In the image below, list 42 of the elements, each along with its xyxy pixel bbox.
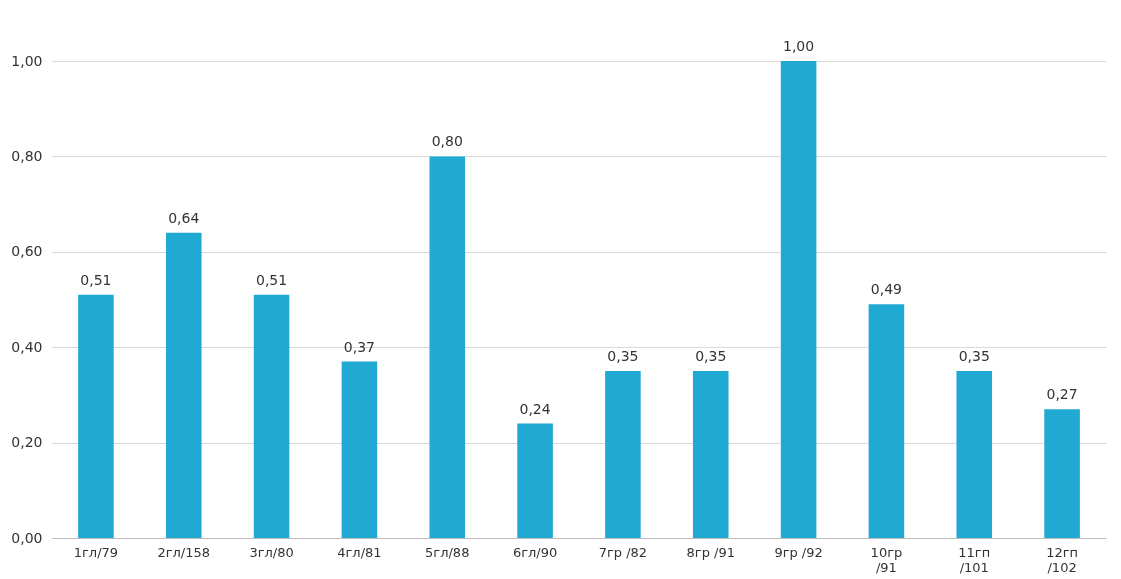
data-label: 0,80	[431, 133, 463, 150]
bar	[780, 61, 817, 538]
x-tick-label: 9гр /92	[774, 544, 823, 560]
y-tick-label: 1,00	[11, 52, 43, 69]
data-label: 0,51	[80, 271, 112, 288]
x-tick-label: 8гр /91	[686, 544, 735, 560]
data-label: 0,49	[870, 281, 902, 298]
bar	[868, 304, 905, 538]
x-tick-label: 1гл/79	[73, 544, 119, 560]
bar	[692, 371, 729, 538]
bar	[253, 294, 290, 538]
data-label: 0,51	[256, 271, 288, 288]
x-tick-label: 12гп /102	[1046, 544, 1079, 575]
y-tick-label: 0,40	[11, 338, 43, 355]
y-tick-label: 0,80	[11, 147, 43, 164]
x-tick-label: 10гр /91	[870, 544, 903, 575]
y-tick-label: 0,20	[11, 434, 43, 451]
bar	[78, 294, 114, 538]
data-label: 0,35	[607, 348, 639, 365]
data-label: 0,24	[519, 400, 551, 417]
data-label: 0,35	[958, 348, 990, 365]
data-label: 0,64	[168, 209, 200, 226]
data-label: 0,27	[1046, 386, 1078, 403]
y-tick-label: 0,60	[11, 243, 43, 260]
x-tick-label: 2гл/158	[157, 544, 211, 560]
x-tick-label: 5гл/88	[425, 544, 470, 560]
x-tick-label: 7гр /82	[598, 544, 648, 560]
data-label: 0,35	[695, 348, 727, 365]
data-label: 1,00	[783, 38, 815, 54]
bar	[429, 156, 466, 538]
x-tick-label: 6гл/90	[512, 544, 558, 560]
bar	[605, 371, 641, 538]
x-tick-label: 11гп /101	[958, 544, 991, 575]
bar	[517, 423, 553, 538]
y-tick-label: 0,00	[11, 529, 43, 546]
bar	[1044, 409, 1080, 538]
bar	[341, 361, 378, 538]
bar	[165, 232, 202, 538]
x-tick-label: 3гл/80	[249, 544, 294, 560]
bar	[956, 371, 993, 538]
x-tick-label: 4гл/81	[337, 544, 382, 560]
data-label: 0,37	[343, 338, 375, 355]
